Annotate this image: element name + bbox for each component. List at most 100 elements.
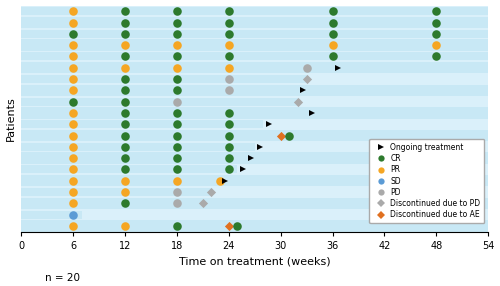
Point — [173, 43, 181, 47]
Point — [69, 9, 77, 13]
Point — [173, 144, 181, 149]
Point — [69, 144, 77, 149]
Bar — [21, 186, 488, 198]
Point — [328, 9, 336, 13]
Point — [69, 178, 77, 183]
Legend: Ongoing treatment, CR, PR, SD, PD, Discontinued due to PD, Discontinued due to A: Ongoing treatment, CR, PR, SD, PD, Disco… — [369, 139, 484, 223]
Point — [121, 178, 129, 183]
Bar — [21, 154, 246, 162]
Bar — [21, 141, 488, 152]
Point — [173, 99, 181, 104]
Bar — [21, 175, 488, 186]
Point — [121, 133, 129, 138]
Point — [173, 201, 181, 206]
Point — [69, 201, 77, 206]
Point — [69, 88, 77, 93]
Point — [69, 54, 77, 59]
Point — [432, 9, 440, 13]
Bar — [21, 143, 254, 151]
Point — [69, 224, 77, 228]
Point — [173, 167, 181, 172]
Point — [69, 111, 77, 115]
Point — [224, 156, 232, 160]
Point — [224, 65, 232, 70]
Point — [121, 31, 129, 36]
Point — [121, 9, 129, 13]
Point — [121, 201, 129, 206]
Point — [69, 212, 77, 217]
Point — [328, 54, 336, 59]
Point — [224, 77, 232, 81]
Point — [69, 77, 77, 81]
Point — [69, 99, 77, 104]
Bar — [21, 51, 488, 62]
Point — [69, 20, 77, 25]
Point — [69, 133, 77, 138]
Point — [224, 111, 232, 115]
Point — [224, 133, 232, 138]
Bar — [21, 7, 488, 15]
Point — [121, 167, 129, 172]
Point — [173, 88, 181, 93]
Bar — [21, 130, 488, 141]
Point — [69, 190, 77, 194]
Bar — [21, 96, 488, 107]
Bar — [21, 85, 488, 96]
Point — [208, 190, 216, 194]
Point — [121, 88, 129, 93]
Point — [224, 167, 232, 172]
Bar — [21, 164, 488, 175]
Point — [173, 133, 181, 138]
Point — [286, 133, 294, 138]
Bar — [21, 64, 332, 72]
Point — [276, 133, 284, 138]
Bar — [21, 120, 264, 128]
Bar — [21, 152, 488, 164]
Bar — [21, 5, 488, 17]
Y-axis label: Patients: Patients — [6, 96, 16, 141]
Point — [199, 201, 207, 206]
Bar — [21, 198, 488, 209]
Point — [432, 43, 440, 47]
Bar — [21, 41, 488, 49]
Bar — [21, 209, 488, 220]
Point — [121, 54, 129, 59]
Point — [224, 20, 232, 25]
Point — [173, 77, 181, 81]
Point — [224, 224, 232, 228]
Point — [69, 65, 77, 70]
Point — [69, 122, 77, 126]
Point — [224, 144, 232, 149]
Point — [173, 9, 181, 13]
Point — [224, 43, 232, 47]
Point — [121, 190, 129, 194]
Point — [121, 99, 129, 104]
Point — [224, 54, 232, 59]
Bar — [21, 86, 298, 94]
Point — [173, 54, 181, 59]
Point — [121, 65, 129, 70]
Point — [69, 156, 77, 160]
X-axis label: Time on treatment (weeks): Time on treatment (weeks) — [179, 256, 330, 266]
Point — [121, 224, 129, 228]
Text: n = 20: n = 20 — [45, 273, 80, 283]
Point — [432, 54, 440, 59]
Point — [294, 99, 302, 104]
Point — [69, 167, 77, 172]
Point — [69, 31, 77, 36]
Bar — [21, 109, 306, 117]
Bar — [21, 39, 488, 51]
Point — [432, 20, 440, 25]
Bar — [21, 119, 488, 130]
Point — [224, 88, 232, 93]
Bar — [21, 165, 238, 174]
Bar — [21, 199, 203, 207]
Point — [173, 224, 181, 228]
Point — [121, 144, 129, 149]
Point — [328, 43, 336, 47]
Bar — [21, 177, 220, 185]
Point — [173, 178, 181, 183]
Point — [216, 178, 224, 183]
Bar — [21, 52, 488, 60]
Point — [173, 122, 181, 126]
